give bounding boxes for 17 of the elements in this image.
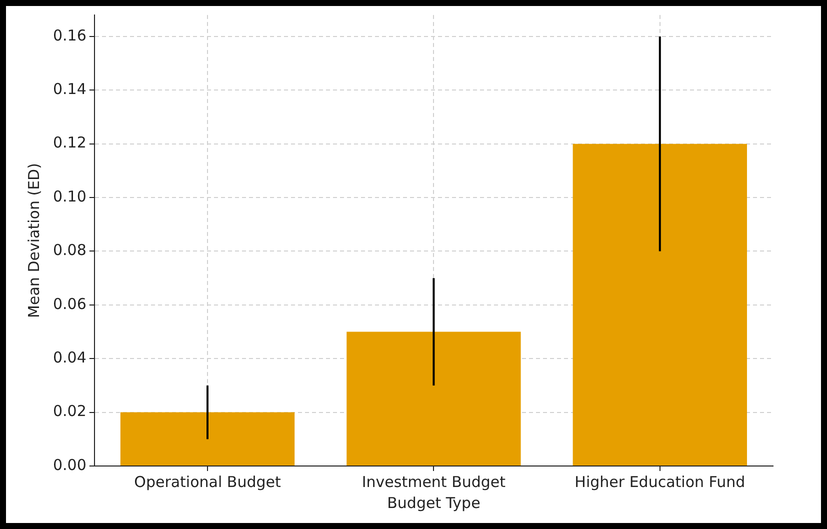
y-axis-title: Mean Deviation (ED): [24, 163, 43, 318]
x-tick-label: Operational Budget: [134, 472, 281, 491]
x-tick-label: Higher Education Fund: [574, 472, 746, 491]
y-tick-label: 0.10: [52, 187, 86, 206]
y-tick-label: 0.04: [52, 348, 86, 367]
y-tick-label: 0.14: [52, 80, 86, 98]
x-tick-label: Investment Budget: [362, 472, 506, 491]
y-tick-label: 0.08: [52, 241, 86, 260]
x-axis-title: Budget Type: [387, 494, 480, 512]
y-tick-label: 0.16: [52, 26, 86, 44]
y-tick-label: 0.02: [52, 402, 86, 420]
bar: [120, 412, 295, 466]
y-tick-label: 0.12: [52, 134, 86, 152]
bar: [346, 332, 521, 466]
y-tick-label: 0.06: [52, 294, 86, 313]
bar: [572, 144, 747, 466]
y-tick-label: 0.00: [52, 456, 86, 474]
